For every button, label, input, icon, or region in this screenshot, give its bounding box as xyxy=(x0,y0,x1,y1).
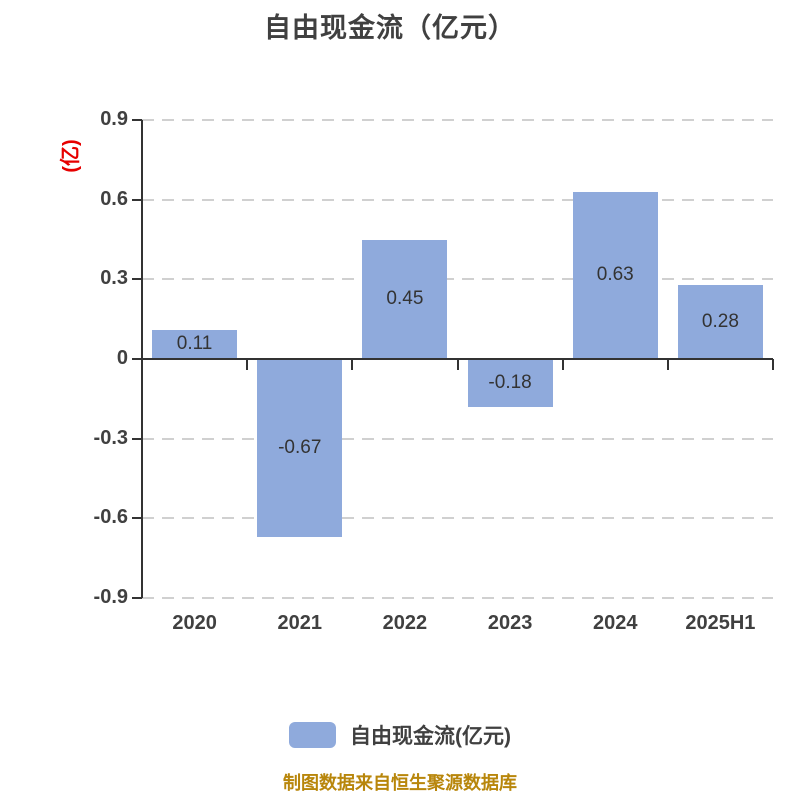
y-axis-tick xyxy=(132,278,142,281)
y-axis-tick xyxy=(132,198,142,201)
gridline xyxy=(142,198,773,201)
x-tick-label: 2022 xyxy=(382,612,428,634)
bar xyxy=(467,359,553,407)
x-tick-label: 2023 xyxy=(487,612,533,634)
y-axis-tick xyxy=(132,358,142,360)
bar-value-label: 0.11 xyxy=(176,333,213,355)
bar xyxy=(152,329,238,359)
x-tick-label: 2024 xyxy=(592,612,638,634)
y-tick-label: -0.6 xyxy=(93,506,128,529)
bar-value-label: 0.28 xyxy=(701,310,739,332)
bar xyxy=(572,191,658,359)
gridline xyxy=(142,517,773,520)
x-axis-tick xyxy=(456,359,459,370)
bar-value-label: -0.67 xyxy=(278,436,322,458)
y-tick-label: 0.3 xyxy=(100,267,128,290)
gridline xyxy=(142,437,773,440)
y-tick-label: 0.6 xyxy=(100,187,128,210)
gridline xyxy=(142,597,773,599)
x-tick-label: 2020 xyxy=(172,612,217,634)
y-axis-tick xyxy=(132,119,142,121)
x-axis-tick xyxy=(246,359,249,370)
source-note: 制图数据来自恒生聚源数据库 xyxy=(283,773,517,793)
bar-value-label: 0.63 xyxy=(596,264,634,286)
y-tick-label: 0.9 xyxy=(100,108,128,130)
bar-value-label: -0.18 xyxy=(488,371,532,393)
chart-title: 自由现金流（亿元） xyxy=(264,13,516,43)
x-axis-tick xyxy=(141,359,143,370)
legend-swatch xyxy=(289,722,336,748)
legend-label: 自由现金流(亿元) xyxy=(350,725,511,748)
gridline xyxy=(142,278,773,281)
y-tick-label: -0.3 xyxy=(93,426,128,449)
gridline xyxy=(142,119,773,121)
x-axis-tick xyxy=(772,359,774,370)
x-tick-label: 2021 xyxy=(277,612,322,634)
bar xyxy=(362,239,448,359)
bar-value-label: 0.45 xyxy=(386,288,424,310)
y-tick-label: -0.9 xyxy=(93,586,128,608)
bar xyxy=(677,284,763,359)
y-axis-tick xyxy=(132,437,142,440)
y-axis-tick xyxy=(132,597,142,599)
y-tick-label: 0 xyxy=(116,347,128,369)
legend: 自由现金流(亿元) xyxy=(0,720,800,750)
y-axis-tick xyxy=(132,517,142,520)
x-axis-tick xyxy=(351,359,354,370)
bar xyxy=(257,359,343,537)
x-tick-label: 2025H1 xyxy=(685,612,756,634)
x-axis-tick xyxy=(561,359,564,370)
x-axis-tick xyxy=(666,359,669,370)
